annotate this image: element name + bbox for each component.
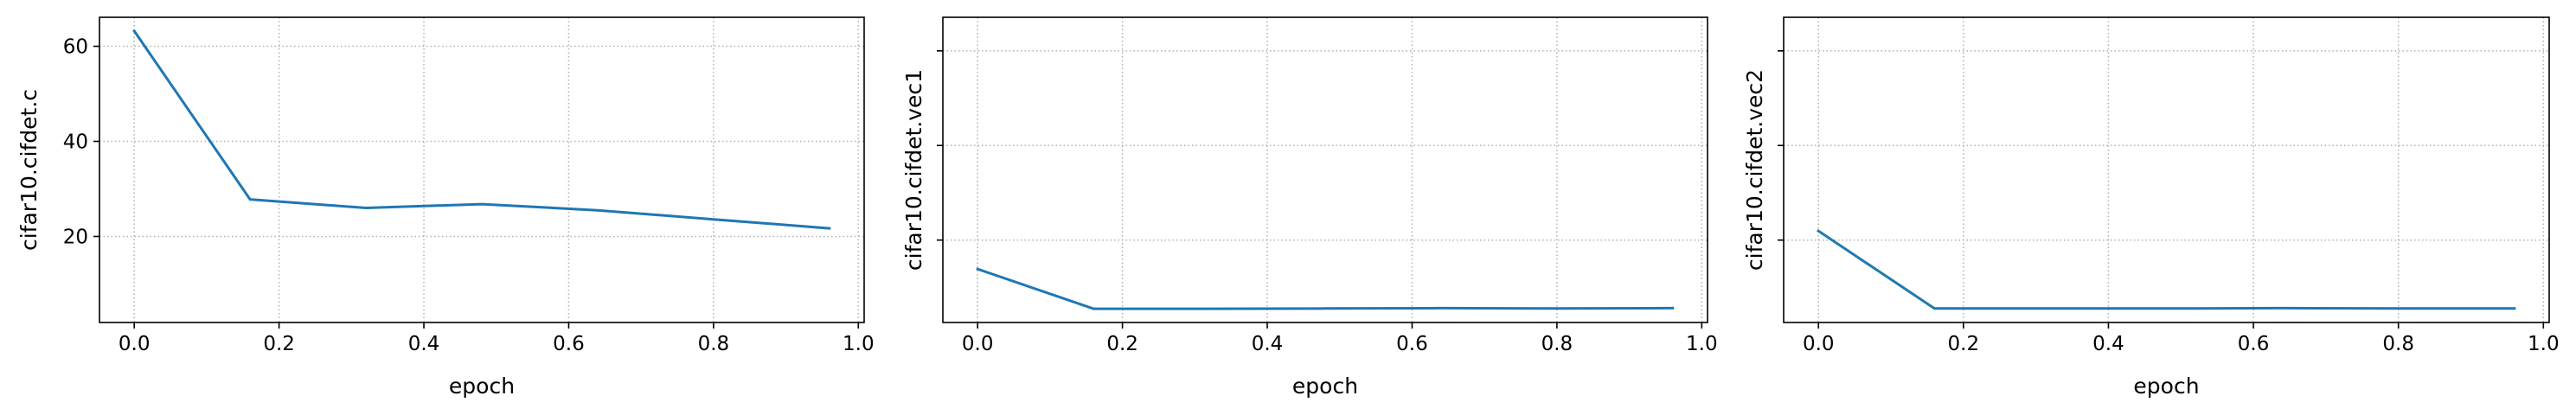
chart-panel-2: 0.0 0.2 0.4 0.6 0.8 1.0 epoch cifar10.cifdet.ve…	[901, 16, 1718, 399]
x-tick-label: 0.0	[119, 333, 151, 355]
x-tick-label: 1.0	[2528, 333, 2560, 355]
axes-frame	[99, 16, 865, 323]
x-tick-label: 0.2	[1106, 333, 1138, 355]
x-axis-label: epoch	[2133, 374, 2199, 399]
y-tick-label: 20	[63, 226, 88, 248]
x-tick-label: 0.6	[553, 333, 585, 355]
x-axis-label: epoch	[449, 374, 515, 399]
series-line	[132, 29, 831, 230]
x-tick-label: 1.0	[1686, 333, 1718, 355]
series-line	[1817, 229, 2516, 310]
x-tick-label: 0.2	[263, 333, 295, 355]
axes-frame	[942, 16, 1708, 323]
y-axis-label: cifar10.cifdet.vec1	[901, 69, 926, 271]
x-tick-label: 1.0	[843, 333, 875, 355]
x-axis-label: epoch	[1292, 374, 1358, 399]
y-axis-label: cifar10.cifdet.c	[16, 89, 42, 251]
x-tick-label: 0.2	[1948, 333, 1980, 355]
x-tick-label: 0.8	[1541, 333, 1573, 355]
chart-panel-1: 0.0 0.2 0.4 0.6 0.8 1.0 20 40 60 epoch cifar10.cif…	[16, 16, 875, 399]
x-tick-label: 0.4	[1252, 333, 1284, 355]
y-axis-label: cifar10.cifdet.vec2	[1742, 69, 1767, 271]
x-tick-label: 0.8	[698, 333, 730, 355]
y-tick-label: 40	[63, 131, 88, 154]
x-tick-label: 0.4	[2092, 333, 2124, 355]
x-tick-label: 0.6	[2238, 333, 2270, 355]
x-tick-label: 0.4	[408, 333, 440, 355]
axes-frame	[1783, 16, 2550, 323]
series-line	[976, 267, 1675, 310]
x-tick-label: 0.0	[962, 333, 994, 355]
x-tick-label: 0.0	[1803, 333, 1835, 355]
x-tick-label: 0.8	[2382, 333, 2414, 355]
chart-panel-3: 0.0 0.2 0.4 0.6 0.8 1.0 epoch cifar10.cifdet.ve…	[1742, 16, 2560, 399]
y-tick-label: 60	[63, 36, 88, 59]
x-tick-label: 0.6	[1396, 333, 1428, 355]
